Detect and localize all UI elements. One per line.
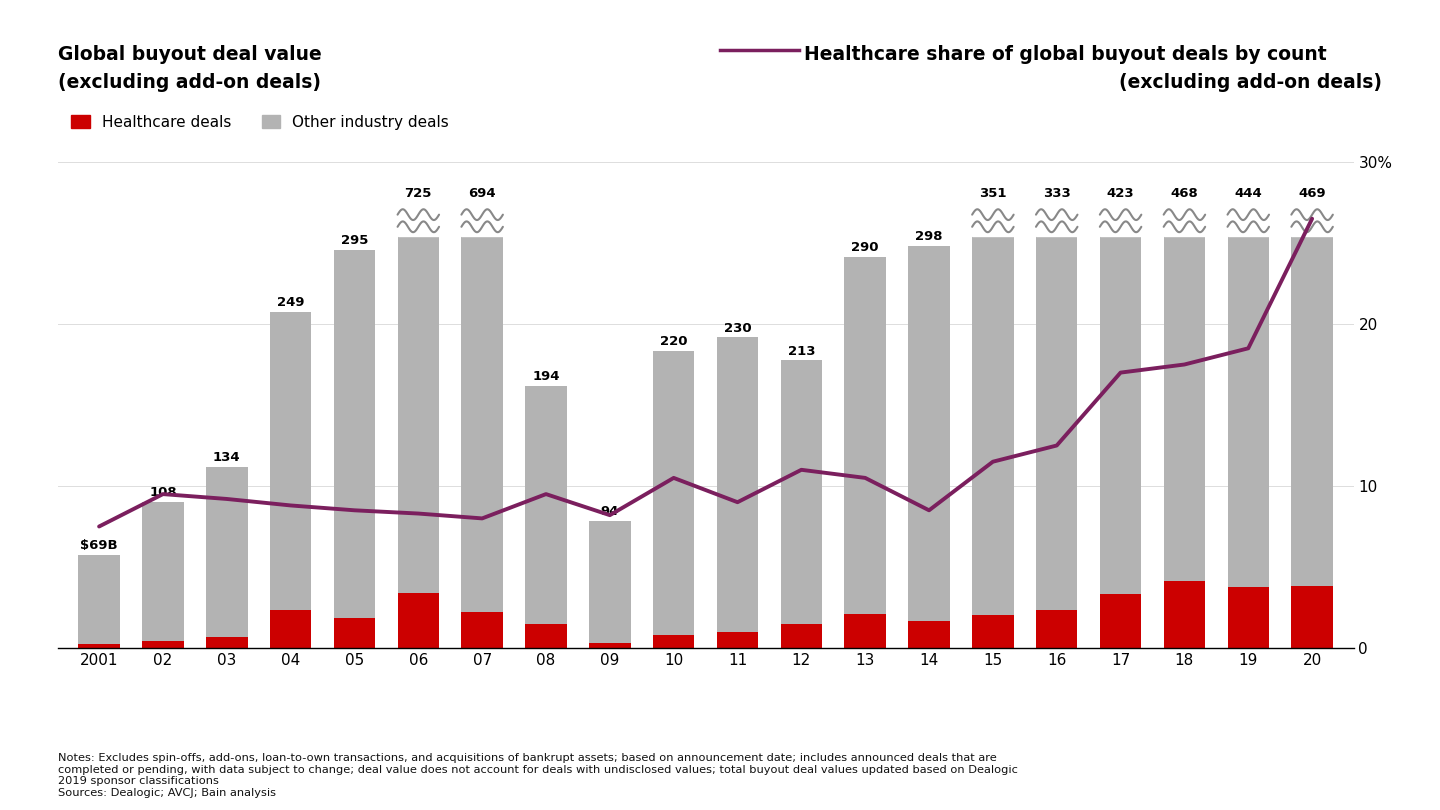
Bar — [461, 229, 503, 612]
Bar — [461, 612, 503, 648]
Bar — [717, 338, 759, 632]
Bar — [652, 634, 694, 648]
Bar — [1227, 200, 1269, 237]
Bar — [397, 200, 439, 237]
Bar — [1100, 594, 1142, 648]
Text: 220: 220 — [660, 335, 687, 348]
Bar — [269, 610, 311, 648]
Bar — [972, 615, 1014, 648]
Text: 290: 290 — [851, 241, 878, 254]
Bar — [844, 257, 886, 614]
Bar — [780, 624, 822, 648]
Text: 134: 134 — [213, 451, 240, 464]
Bar — [1227, 586, 1269, 648]
Bar — [1227, 229, 1269, 586]
Bar — [143, 502, 184, 642]
Bar — [589, 642, 631, 648]
Text: (excluding add-on deals): (excluding add-on deals) — [58, 73, 321, 92]
Bar — [1164, 200, 1205, 237]
Bar — [717, 632, 759, 648]
Bar — [78, 555, 120, 644]
Bar — [1035, 610, 1077, 648]
Text: 333: 333 — [1043, 187, 1070, 200]
Bar — [397, 229, 439, 593]
Text: 468: 468 — [1171, 187, 1198, 200]
Bar — [652, 351, 694, 634]
Text: $69B: $69B — [81, 539, 118, 552]
Bar — [397, 593, 439, 648]
Bar — [206, 467, 248, 637]
Bar — [1292, 200, 1333, 237]
Text: 213: 213 — [788, 345, 815, 358]
Bar — [909, 245, 950, 621]
Bar — [1035, 200, 1077, 237]
Bar — [1164, 581, 1205, 648]
Text: Notes: Excludes spin-offs, add-ons, loan-to-own transactions, and acquisitions o: Notes: Excludes spin-offs, add-ons, loan… — [58, 753, 1018, 798]
Text: Global buyout deal value: Global buyout deal value — [58, 45, 321, 63]
Text: (excluding add-on deals): (excluding add-on deals) — [1119, 73, 1382, 92]
Bar — [780, 360, 822, 624]
Bar — [844, 614, 886, 648]
Bar — [1100, 229, 1142, 594]
Bar — [972, 229, 1014, 615]
Text: 94: 94 — [600, 505, 619, 518]
Text: 108: 108 — [150, 487, 177, 500]
Text: 351: 351 — [979, 187, 1007, 200]
Text: 423: 423 — [1107, 187, 1135, 200]
Bar — [1292, 586, 1333, 648]
Bar — [589, 521, 631, 642]
Bar — [1035, 229, 1077, 610]
Bar — [526, 624, 567, 648]
Bar — [909, 621, 950, 648]
Bar — [334, 618, 376, 648]
Bar — [1292, 229, 1333, 586]
Bar — [526, 386, 567, 624]
Text: Healthcare share of global buyout deals by count: Healthcare share of global buyout deals … — [804, 45, 1326, 63]
Text: 230: 230 — [724, 322, 752, 335]
Bar — [972, 200, 1014, 237]
Text: 725: 725 — [405, 187, 432, 200]
Text: 298: 298 — [916, 230, 943, 243]
Text: 194: 194 — [533, 370, 560, 383]
Text: 694: 694 — [468, 187, 495, 200]
Bar — [1100, 200, 1142, 237]
Bar — [1164, 229, 1205, 581]
Text: 469: 469 — [1299, 187, 1326, 200]
Bar — [78, 644, 120, 648]
Text: 444: 444 — [1234, 187, 1261, 200]
Legend: Healthcare deals, Other industry deals: Healthcare deals, Other industry deals — [65, 109, 455, 136]
Text: 249: 249 — [276, 296, 304, 309]
Bar — [334, 249, 376, 618]
Bar — [269, 312, 311, 610]
Bar — [206, 637, 248, 648]
Text: 295: 295 — [341, 234, 369, 247]
Bar — [143, 642, 184, 648]
Bar — [461, 200, 503, 237]
